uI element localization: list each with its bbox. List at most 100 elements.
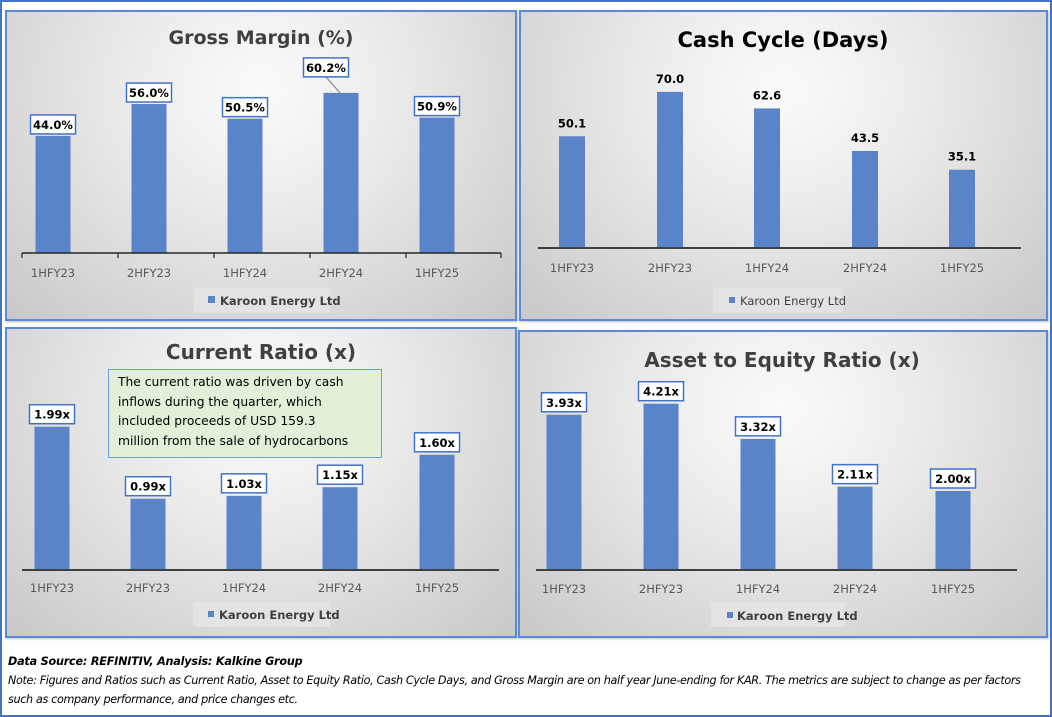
annotation-line: million from the sale of hydrocarbons <box>118 433 349 448</box>
annotation-line: The current ratio was driven by cash <box>118 375 344 389</box>
bar <box>740 438 776 570</box>
chart-title: Current Ratio (x) <box>166 340 356 364</box>
x-tick-label: 2HFY23 <box>648 261 692 275</box>
data-label: 2.00x <box>935 472 971 486</box>
data-label: 70.0 <box>656 72 684 86</box>
bar <box>34 426 70 570</box>
data-label-box <box>302 57 350 78</box>
data-source: Data Source: REFINITIV, Analysis: Kalkin… <box>8 655 303 668</box>
data-label-box <box>540 392 588 413</box>
bar <box>323 92 359 253</box>
chart-title: Cash Cycle (Days) <box>678 28 889 52</box>
data-label-box <box>125 82 173 103</box>
x-tick-label: 2HFY23 <box>639 582 683 596</box>
current-ratio-svg: Current Ratio (x) 1HFY23 2HFY23 1HFY24 2HFY… <box>22 340 499 627</box>
data-label-box <box>221 96 269 118</box>
data-label-box <box>220 473 268 494</box>
bar <box>227 118 263 253</box>
legend-label: Karoon Energy Ltd <box>737 609 858 623</box>
bar <box>419 117 455 253</box>
legend: Karoon Energy Ltd <box>193 602 340 627</box>
data-label: 50.1 <box>558 116 586 130</box>
bar <box>559 136 585 248</box>
data-label-box <box>637 380 685 402</box>
data-label: 44.0% <box>33 118 73 132</box>
legend: Karoon Energy Ltd <box>713 288 846 313</box>
bar <box>643 403 679 570</box>
data-label-box <box>413 95 461 117</box>
data-label: 50.5% <box>225 101 265 115</box>
footer: Data Source: REFINITIV, Analysis: Kalkin… <box>8 652 1044 709</box>
bar <box>935 491 971 570</box>
footer-note: Note: Figures and Ratios such as Current… <box>8 674 1021 706</box>
data-label-box <box>929 468 977 489</box>
data-label: 60.2% <box>306 61 346 75</box>
bar <box>130 498 166 570</box>
data-label: 2.11x <box>837 468 873 482</box>
data-label: 3.93x <box>546 396 582 410</box>
leader-line <box>325 76 341 94</box>
bar <box>754 108 780 248</box>
legend-swatch <box>208 611 214 617</box>
x-tick-label: 1HFY24 <box>736 582 780 596</box>
legend: Karoon Energy Ltd <box>194 288 341 313</box>
bar <box>837 486 873 570</box>
gross-margin-svg: Gross Margin (%) 1HFY23 2HFY23 1HFY24 2HFY2… <box>21 27 502 313</box>
cash-cycle-chart: Cash Cycle (Days) 1HFY23 2HFY23 1HFY24 2HFY… <box>519 10 1048 321</box>
bar <box>419 454 455 570</box>
data-label-box <box>124 475 172 497</box>
legend-box <box>193 602 330 627</box>
legend-swatch <box>729 297 735 303</box>
data-label: 35.1 <box>948 150 976 164</box>
legend-swatch <box>727 612 733 618</box>
x-tick-label: 1HFY25 <box>415 266 459 280</box>
data-label: 43.5 <box>851 131 879 145</box>
data-label-box <box>734 416 782 437</box>
current-ratio-chart: Current Ratio (x) 1HFY23 2HFY23 1HFY24 2HFY… <box>5 327 517 638</box>
data-label-box <box>413 432 461 453</box>
x-tick-label: 1HFY24 <box>745 261 789 275</box>
data-label-box <box>831 463 879 485</box>
legend: Karoon Energy Ltd <box>711 602 858 627</box>
data-label: 1.60x <box>419 436 455 450</box>
x-tick-label: 1HFY23 <box>31 266 75 280</box>
data-label: 56.0% <box>129 86 169 100</box>
bar <box>657 91 683 249</box>
data-label-box <box>316 464 364 485</box>
data-label-box <box>29 114 77 135</box>
data-label: 1.15x <box>322 468 358 482</box>
bar <box>949 169 975 248</box>
x-tick-label: 1HFY25 <box>940 261 984 275</box>
legend-label: Karoon Energy Ltd <box>220 294 341 308</box>
legend-label: Karoon Energy Ltd <box>219 608 340 622</box>
asset-to-equity-svg: Asset to Equity Ratio (x) 1HFY23 2HFY23 1H… <box>536 348 1017 627</box>
x-tick-label: 2HFY24 <box>843 261 887 275</box>
bar <box>852 150 878 248</box>
annotation-line: inflows during the quarter, which <box>118 394 322 409</box>
x-tick-label: 2HFY24 <box>318 581 362 595</box>
bar <box>546 414 582 570</box>
gross-margin-chart: Gross Margin (%) 1HFY23 2HFY23 1HFY24 2HFY2… <box>5 10 517 321</box>
cash-cycle-svg: Cash Cycle (Days) 1HFY23 2HFY23 1HFY24 2HFY… <box>538 28 1021 313</box>
bar <box>131 104 167 253</box>
x-tick-label: 2HFY24 <box>833 582 877 596</box>
x-tick-label: 1HFY23 <box>542 582 586 596</box>
data-label: 62.6 <box>753 88 781 102</box>
chart-title: Asset to Equity Ratio (x) <box>644 348 919 372</box>
data-label: 1.99x <box>34 408 70 422</box>
x-tick-label: 1HFY23 <box>30 581 74 595</box>
legend-label: Karoon Energy Ltd <box>740 294 846 308</box>
x-tick-label: 1HFY25 <box>415 581 459 595</box>
bar <box>35 135 71 253</box>
bar <box>322 487 358 570</box>
x-tick-label: 2HFY24 <box>319 266 363 280</box>
data-label: 1.03x <box>226 477 262 491</box>
x-tick-label: 1HFY24 <box>223 266 267 280</box>
asset-to-equity-chart: Asset to Equity Ratio (x) 1HFY23 2HFY23 1H… <box>518 330 1048 638</box>
x-tick-label: 1HFY25 <box>931 582 975 596</box>
legend-swatch <box>208 296 215 303</box>
data-label-box <box>28 403 76 425</box>
legend-box <box>711 602 845 627</box>
data-label: 4.21x <box>643 385 679 399</box>
